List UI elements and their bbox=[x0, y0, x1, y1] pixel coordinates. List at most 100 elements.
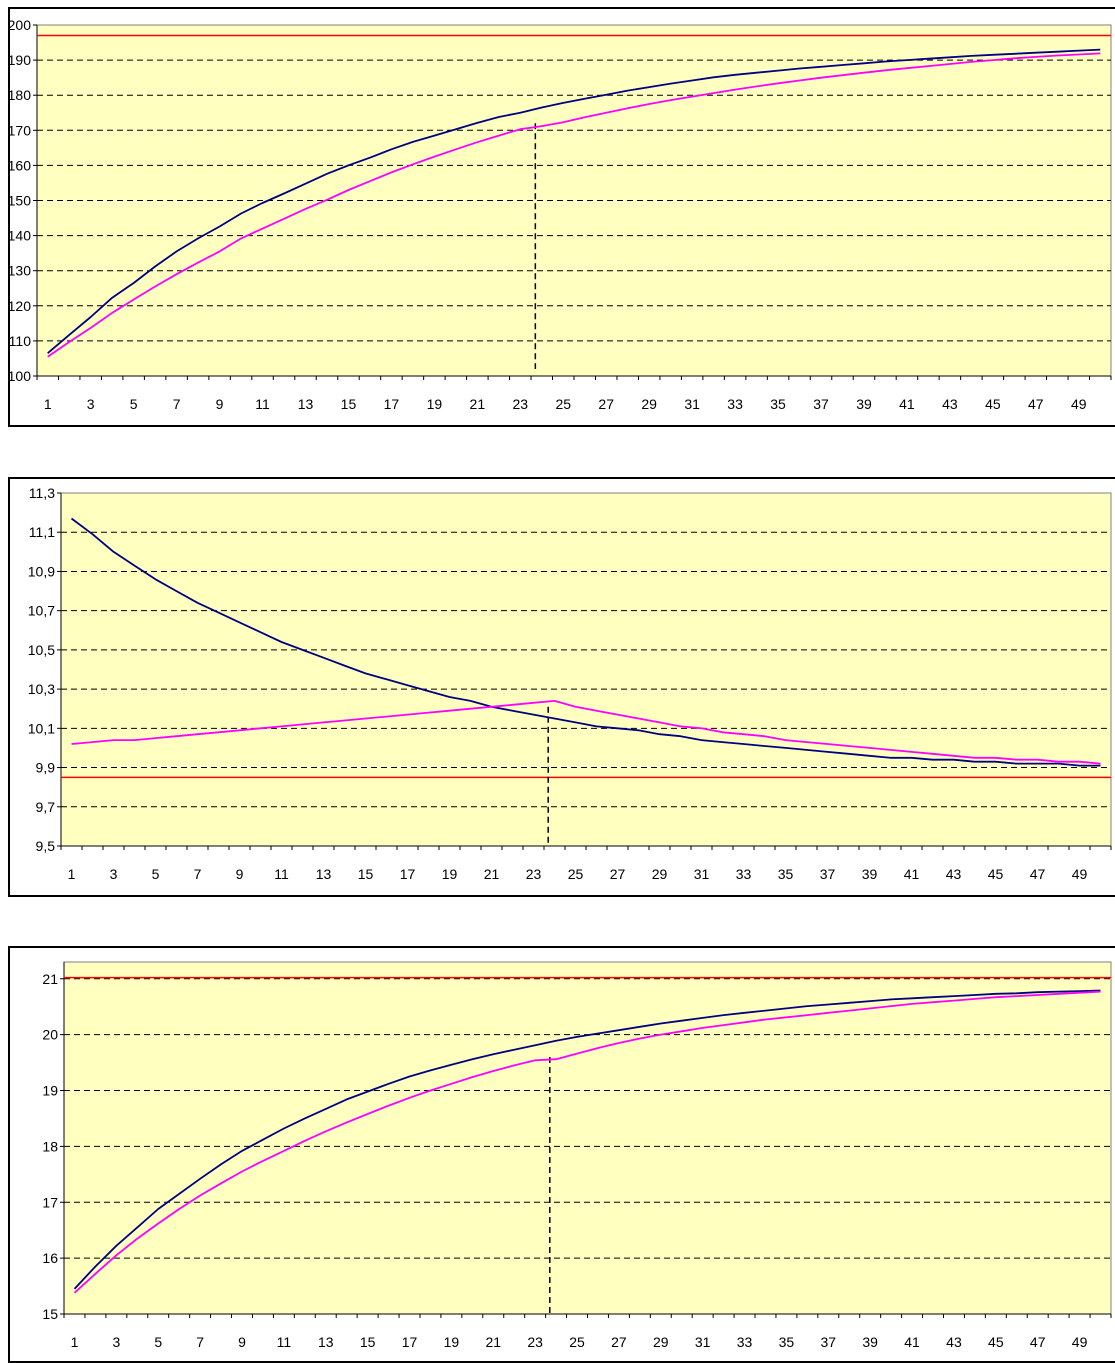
x-tick-label: 33 bbox=[736, 866, 752, 882]
x-tick-label: 31 bbox=[694, 866, 710, 882]
y-tick-label: 9,7 bbox=[36, 799, 56, 815]
series-line-2 bbox=[73, 990, 1101, 1294]
y-tick-label: 21 bbox=[42, 971, 58, 987]
y-tick-label: 10,3 bbox=[28, 681, 55, 697]
y-tick-label: 10,9 bbox=[28, 563, 55, 579]
x-tick-label: 41 bbox=[904, 866, 920, 882]
x-tick-label: 43 bbox=[942, 396, 958, 412]
x-tick-label: 49 bbox=[1072, 1334, 1088, 1350]
x-tick-label: 37 bbox=[820, 866, 836, 882]
x-tick-label: 45 bbox=[988, 1334, 1004, 1350]
x-tick-label: 3 bbox=[87, 396, 95, 412]
series-line-1 bbox=[70, 517, 1101, 767]
x-tick-label: 11 bbox=[274, 866, 289, 882]
x-tick-label: 1 bbox=[71, 1334, 79, 1350]
y-tick-label: 180 bbox=[8, 87, 32, 103]
x-tick-label: 23 bbox=[527, 1334, 543, 1350]
y-tick-label: 160 bbox=[8, 157, 32, 173]
y-tick-label: 20 bbox=[42, 1027, 58, 1043]
x-tick-label: 15 bbox=[358, 866, 374, 882]
x-tick-label: 3 bbox=[112, 1334, 120, 1350]
y-tick-label: 9,9 bbox=[36, 760, 56, 776]
y-tick-label: 9,5 bbox=[36, 838, 56, 854]
x-tick-label: 9 bbox=[238, 1334, 246, 1350]
y-tick-label: 120 bbox=[8, 298, 32, 314]
x-tick-label: 25 bbox=[568, 866, 584, 882]
x-tick-label: 5 bbox=[152, 866, 160, 882]
x-tick-label: 47 bbox=[1030, 1334, 1046, 1350]
x-tick-label: 25 bbox=[569, 1334, 585, 1350]
y-tick-label: 190 bbox=[8, 52, 32, 68]
x-tick-label: 47 bbox=[1028, 396, 1044, 412]
x-tick-label: 15 bbox=[341, 396, 357, 412]
x-tick-label: 31 bbox=[695, 1334, 711, 1350]
x-tick-label: 1 bbox=[44, 396, 52, 412]
x-tick-label: 21 bbox=[484, 866, 500, 882]
x-tick-label: 43 bbox=[946, 1334, 962, 1350]
x-tick-label: 9 bbox=[216, 396, 224, 412]
x-tick-label: 21 bbox=[485, 1334, 501, 1350]
x-tick-label: 39 bbox=[862, 1334, 878, 1350]
x-tick-label: 23 bbox=[526, 866, 542, 882]
x-tick-label: 47 bbox=[1030, 866, 1046, 882]
x-tick-label: 13 bbox=[318, 1334, 334, 1350]
series-line-1 bbox=[73, 989, 1101, 1290]
y-tick-label: 110 bbox=[9, 333, 32, 349]
x-tick-label: 13 bbox=[298, 396, 314, 412]
y-tick-label: 10,7 bbox=[28, 603, 55, 619]
y-tick-label: 17 bbox=[42, 1194, 58, 1210]
x-tick-label: 27 bbox=[598, 396, 614, 412]
x-tick-label: 33 bbox=[737, 1334, 753, 1350]
x-tick-label: 45 bbox=[988, 866, 1004, 882]
plot-area bbox=[63, 961, 1112, 1315]
x-tick-label: 37 bbox=[813, 396, 829, 412]
x-tick-label: 17 bbox=[384, 396, 400, 412]
x-tick-label: 7 bbox=[196, 1334, 204, 1350]
y-tick-label: 140 bbox=[8, 228, 32, 244]
y-tick-label: 150 bbox=[8, 193, 32, 209]
x-tick-label: 25 bbox=[555, 396, 571, 412]
x-tick-label: 9 bbox=[236, 866, 244, 882]
x-tick-label: 49 bbox=[1071, 396, 1087, 412]
x-tick-label: 17 bbox=[402, 1334, 418, 1350]
x-tick-label: 11 bbox=[277, 1334, 292, 1350]
x-tick-label: 35 bbox=[770, 396, 786, 412]
x-tick-label: 19 bbox=[442, 866, 458, 882]
y-tick-label: 16 bbox=[42, 1250, 58, 1266]
x-tick-label: 39 bbox=[856, 396, 872, 412]
series-line-2 bbox=[47, 52, 1101, 358]
x-tick-label: 49 bbox=[1072, 866, 1088, 882]
x-tick-label: 7 bbox=[194, 866, 202, 882]
chart-2: 9,59,79,910,110,310,510,710,911,111,31 3 5… bbox=[28, 485, 1112, 882]
x-tick-label: 5 bbox=[130, 396, 138, 412]
x-tick-label: 27 bbox=[610, 866, 626, 882]
x-tick-label: 19 bbox=[427, 396, 443, 412]
x-tick-label: 27 bbox=[611, 1334, 627, 1350]
y-tick-label: 130 bbox=[8, 263, 32, 279]
x-tick-label: 3 bbox=[110, 866, 118, 882]
x-tick-label: 29 bbox=[653, 1334, 669, 1350]
series-line-1 bbox=[47, 48, 1101, 354]
y-tick-label: 10,5 bbox=[28, 642, 55, 658]
y-tick-label: 15 bbox=[42, 1306, 58, 1322]
x-tick-label: 33 bbox=[727, 396, 743, 412]
y-tick-label: 19 bbox=[42, 1083, 58, 1099]
x-tick-label: 17 bbox=[400, 866, 416, 882]
y-tick-label: 170 bbox=[8, 122, 32, 138]
x-tick-label: 23 bbox=[513, 396, 529, 412]
y-tick-label: 11,1 bbox=[29, 524, 55, 540]
x-tick-label: 31 bbox=[684, 396, 700, 412]
y-tick-label: 200 bbox=[8, 17, 32, 33]
x-tick-label: 11 bbox=[255, 396, 270, 412]
x-tick-label: 21 bbox=[470, 396, 486, 412]
x-tick-label: 19 bbox=[444, 1334, 460, 1350]
x-tick-label: 35 bbox=[778, 866, 794, 882]
y-tick-label: 11,3 bbox=[29, 485, 55, 501]
x-tick-label: 41 bbox=[899, 396, 915, 412]
x-tick-label: 35 bbox=[779, 1334, 795, 1350]
y-tick-label: 100 bbox=[8, 368, 32, 384]
plot-area bbox=[60, 492, 1112, 847]
x-tick-label: 43 bbox=[946, 866, 962, 882]
